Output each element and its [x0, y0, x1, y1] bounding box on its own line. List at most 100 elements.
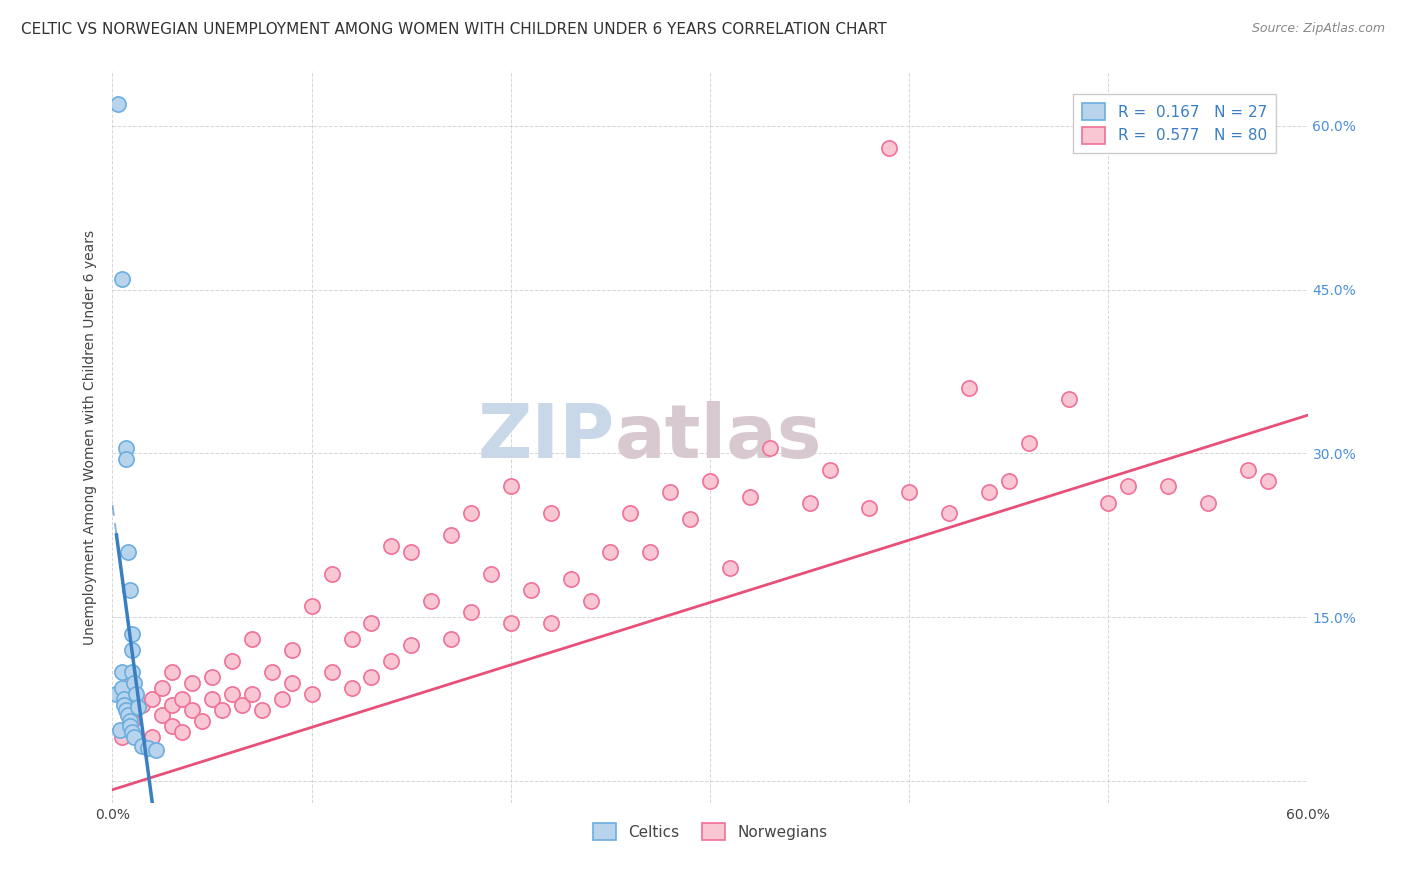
- Point: [401, 638, 423, 652]
- Point: [380, 654, 402, 668]
- Y-axis label: Unemployment Among Women with Children Under 6 years: Unemployment Among Women with Children U…: [83, 229, 97, 645]
- Point: [250, 703, 273, 717]
- Point: [460, 507, 482, 521]
- Point: [799, 495, 821, 509]
- Point: [818, 463, 841, 477]
- Text: atlas: atlas: [614, 401, 821, 474]
- Point: [1097, 495, 1119, 509]
- Point: [172, 724, 194, 739]
- Point: [440, 528, 463, 542]
- Point: [998, 474, 1021, 488]
- Point: [460, 605, 482, 619]
- Point: [340, 632, 363, 646]
- Point: [117, 545, 139, 559]
- Point: [260, 665, 283, 679]
- Legend: Celtics, Norwegians: Celtics, Norwegians: [586, 816, 834, 847]
- Point: [718, 561, 741, 575]
- Point: [145, 743, 167, 757]
- Point: [201, 692, 224, 706]
- Point: [127, 699, 149, 714]
- Point: [117, 708, 139, 723]
- Point: [759, 441, 782, 455]
- Point: [124, 675, 146, 690]
- Point: [114, 692, 135, 706]
- Point: [1197, 495, 1219, 509]
- Point: [111, 681, 134, 695]
- Point: [360, 670, 382, 684]
- Point: [599, 545, 621, 559]
- Point: [1157, 479, 1180, 493]
- Point: [440, 632, 463, 646]
- Point: [115, 441, 138, 455]
- Point: [121, 714, 143, 728]
- Point: [114, 698, 135, 712]
- Point: [201, 670, 224, 684]
- Point: [401, 545, 423, 559]
- Point: [1257, 474, 1279, 488]
- Point: [124, 731, 146, 745]
- Point: [131, 739, 153, 753]
- Point: [181, 703, 204, 717]
- Point: [221, 687, 243, 701]
- Point: [141, 692, 163, 706]
- Point: [191, 714, 214, 728]
- Text: Source: ZipAtlas.com: Source: ZipAtlas.com: [1251, 22, 1385, 36]
- Point: [181, 675, 204, 690]
- Point: [281, 675, 304, 690]
- Point: [110, 723, 132, 737]
- Point: [117, 708, 139, 723]
- Point: [301, 687, 323, 701]
- Point: [125, 687, 148, 701]
- Point: [858, 501, 880, 516]
- Point: [321, 566, 343, 581]
- Point: [141, 731, 163, 745]
- Point: [121, 643, 143, 657]
- Point: [540, 615, 562, 630]
- Point: [1057, 392, 1080, 406]
- Point: [150, 708, 173, 723]
- Point: [121, 675, 143, 690]
- Point: [162, 698, 183, 712]
- Point: [520, 582, 543, 597]
- Point: [221, 654, 243, 668]
- Point: [281, 643, 304, 657]
- Point: [301, 599, 323, 614]
- Point: [120, 719, 142, 733]
- Point: [360, 615, 382, 630]
- Point: [111, 731, 134, 745]
- Point: [107, 97, 129, 112]
- Point: [150, 681, 173, 695]
- Point: [499, 479, 522, 493]
- Point: [560, 572, 582, 586]
- Point: [957, 381, 980, 395]
- Point: [231, 698, 253, 712]
- Point: [131, 698, 153, 712]
- Point: [115, 703, 138, 717]
- Point: [738, 490, 761, 504]
- Point: [121, 665, 143, 679]
- Point: [640, 545, 662, 559]
- Point: [1018, 435, 1040, 450]
- Point: [579, 594, 602, 608]
- Point: [240, 687, 263, 701]
- Point: [699, 474, 721, 488]
- Point: [380, 539, 402, 553]
- Point: [120, 582, 142, 597]
- Point: [240, 632, 263, 646]
- Point: [162, 665, 183, 679]
- Point: [938, 507, 960, 521]
- Point: [121, 626, 143, 640]
- Point: [340, 681, 363, 695]
- Point: [115, 451, 138, 466]
- Point: [172, 692, 194, 706]
- Point: [540, 507, 562, 521]
- Point: [679, 512, 702, 526]
- Point: [479, 566, 502, 581]
- Point: [162, 719, 183, 733]
- Point: [321, 665, 343, 679]
- Text: ZIP: ZIP: [477, 401, 614, 474]
- Point: [659, 484, 682, 499]
- Point: [111, 272, 134, 286]
- Point: [105, 687, 128, 701]
- Point: [270, 692, 292, 706]
